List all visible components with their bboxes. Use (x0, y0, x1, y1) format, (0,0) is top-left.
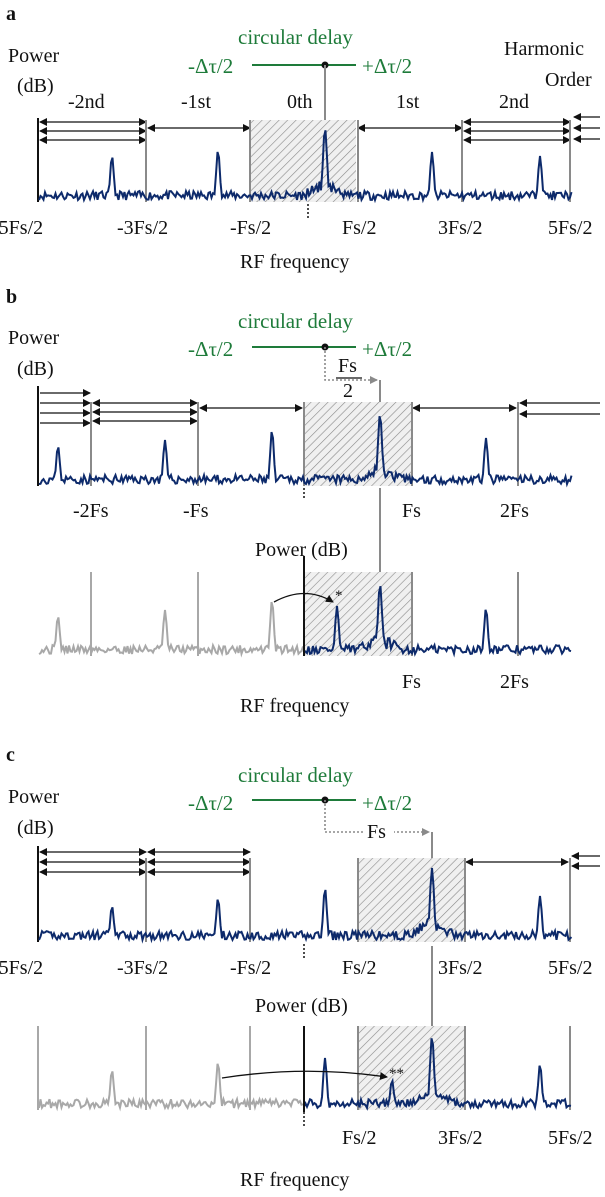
panel-b-lower-ylabel: Power (dB) (255, 539, 348, 561)
panel-c-shift-label-bg (364, 821, 394, 841)
panel-b-order-arrows (40, 389, 600, 427)
panel-c-letter: c (6, 744, 15, 766)
panel-c-fold-arrow (221, 1070, 388, 1080)
panel-b-shift-arrow (324, 347, 378, 384)
panel-b-delay-title: circular delay (238, 309, 353, 333)
panel-a-order-0: 0th (287, 91, 313, 113)
panel-c-shift-label: Fs (367, 821, 386, 843)
panel-c-tick-1: -5Fs/2 (0, 957, 43, 979)
panel-c-tick-6: 5Fs/2 (548, 957, 592, 979)
panel-b-tick-2fs: 2Fs (500, 500, 529, 522)
panel-c-order-arrows (39, 848, 600, 876)
panel-c-delay-title: circular delay (238, 763, 353, 787)
panel-c-tick-5: 3Fs/2 (438, 957, 482, 979)
panel-b-trace-ghost (38, 601, 304, 658)
panel-c-spectrum-top (38, 858, 573, 944)
panel-b-zone-top (304, 402, 411, 486)
panel-b-bottom-tick-fs: Fs (402, 671, 421, 693)
panel-a-order-2: 2nd (499, 91, 529, 113)
panel-a-spectrum (38, 120, 573, 204)
panel-a-letter: a (6, 3, 16, 25)
panel-c-xlabel: RF frequency (240, 1169, 349, 1191)
panel-c-tick-3: -Fs/2 (230, 957, 271, 979)
panel-b: b Power (dB) circular delay -Δτ/2 +Δτ/2 … (6, 286, 600, 717)
panel-b-tick-fs: Fs (402, 500, 421, 522)
panel-a-tick-6: 5Fs/2 (548, 217, 592, 239)
panel-a-order-m1: -1st (181, 91, 211, 113)
panel-c: c Power (dB) circular delay -Δτ/2 +Δτ/2 … (0, 744, 600, 1191)
panel-b-tick-m2fs: -2Fs (73, 500, 109, 522)
panel-a-delay-title: circular delay (238, 25, 353, 49)
panel-c-ylabel-line2: (dB) (17, 817, 54, 839)
panel-b-letter: b (6, 286, 17, 308)
panel-c-trace-ghost (38, 1063, 304, 1112)
panel-c-shift-arrow (324, 800, 430, 836)
panel-c-tick-4: Fs/2 (342, 957, 376, 979)
panel-a-trace (38, 130, 573, 204)
panel-a-tick-3: -Fs/2 (230, 217, 271, 239)
panel-c-tick-2: -3Fs/2 (117, 957, 168, 979)
panel-b-ylabel-line1: Power (8, 327, 59, 349)
panel-a-order-m2: -2nd (68, 91, 105, 113)
panel-c-bottom-tick-1: Fs/2 (342, 1127, 376, 1149)
panel-a-order-1: 1st (396, 91, 420, 113)
panel-b-shift-den: 2 (343, 380, 353, 402)
panel-c-bottom-tick-3: 5Fs/2 (548, 1127, 592, 1149)
panel-b-bottom-tick-2fs: 2Fs (500, 671, 529, 693)
panel-a-order-arrows (39, 113, 600, 144)
panel-b-spectrum-bottom (38, 572, 572, 658)
panel-a-tick-2: -3Fs/2 (117, 217, 168, 239)
panel-c-trace-top (38, 867, 573, 944)
panel-c-bottom-tick-2: 3Fs/2 (438, 1127, 482, 1149)
panel-b-trace-top (38, 415, 573, 488)
panel-b-trace-bottom (303, 585, 572, 658)
panel-a-delay-left: -Δτ/2 (188, 54, 233, 78)
panel-a-ylabel-line1: Power (8, 45, 59, 67)
panel-b-delay-left: -Δτ/2 (188, 337, 233, 361)
panel-c-delay-left: -Δτ/2 (188, 791, 233, 815)
panel-b-ylabel-line2: (dB) (17, 358, 54, 380)
panel-b-xlabel: RF frequency (240, 695, 349, 717)
panel-b-delay-right: +Δτ/2 (362, 337, 412, 361)
panel-a-xlabel: RF frequency (240, 251, 349, 273)
panel-c-lower-ylabel: Power (dB) (255, 995, 348, 1017)
panel-a-ylabel-line2: (dB) (17, 75, 54, 97)
panel-b-tick-mfs: -Fs (183, 500, 209, 522)
panel-c-ylabel-line1: Power (8, 786, 59, 808)
panel-b-marker: * (335, 588, 343, 604)
panel-b-spectrum-top (38, 402, 573, 488)
panel-c-trace-bottom (303, 1038, 572, 1112)
panel-a: a Power (dB) Harmonic Order circular del… (0, 3, 600, 273)
panel-b-shift-num: Fs (338, 355, 357, 377)
panel-c-marker: ** (389, 1066, 404, 1082)
panel-a-delay-right: +Δτ/2 (362, 54, 412, 78)
panel-a-harmonic-label: Harmonic (504, 38, 584, 60)
panel-c-delay-right: +Δτ/2 (362, 791, 412, 815)
panel-a-tick-4: Fs/2 (342, 217, 376, 239)
panel-a-order-label: Order (545, 69, 592, 91)
panel-c-zone-top (358, 858, 465, 942)
panel-c-spectrum-bottom (37, 1026, 572, 1112)
panel-a-tick-1: -5Fs/2 (0, 217, 43, 239)
panel-a-tick-5: 3Fs/2 (438, 217, 482, 239)
panel-b-fold-arrow (273, 592, 334, 603)
